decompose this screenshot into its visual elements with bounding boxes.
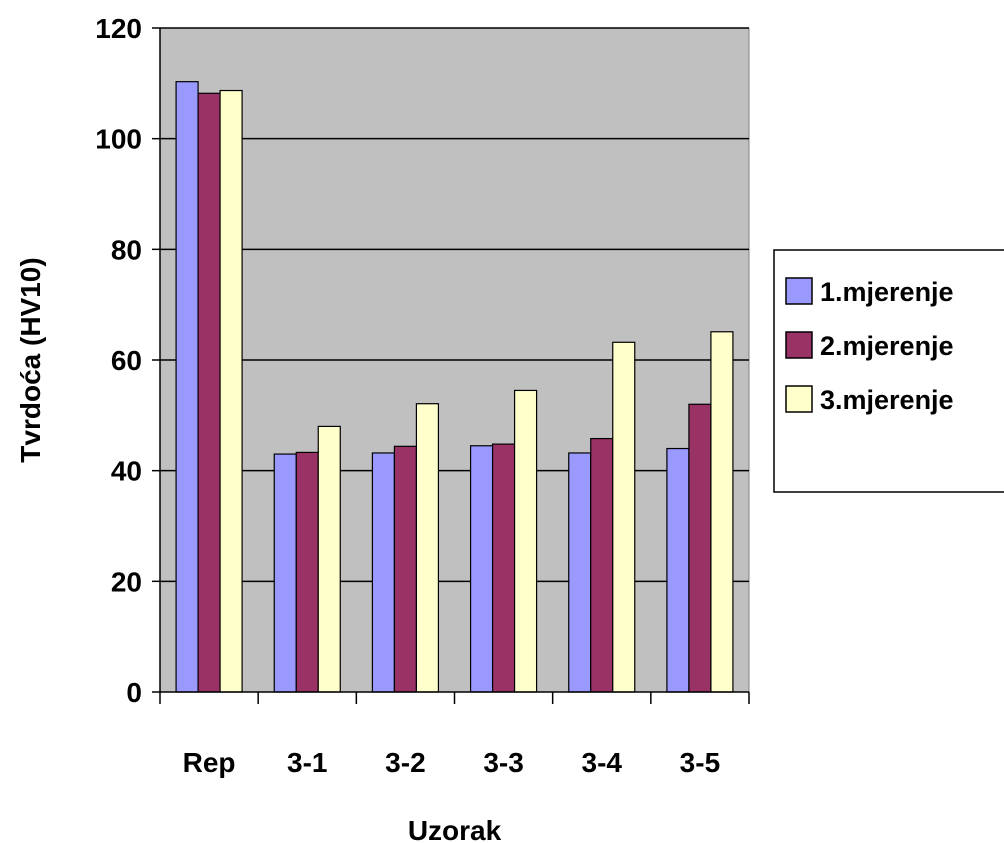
gridlines: [160, 27, 749, 583]
bar-3.mjerenje-Rep: [219, 89, 243, 693]
bar-2.mjerenje-Rep: [197, 92, 221, 693]
x-axis-ticks: Rep 3-1 3-2 3-3 3-4 3-5: [159, 692, 750, 778]
bar-2.mjerenje-3-3: [491, 443, 516, 693]
bar-2.mjerenje-3-5: [688, 403, 712, 693]
legend-swatch: [785, 385, 813, 413]
x-tick-label: 3-5: [680, 747, 720, 778]
x-tick-label: Rep: [183, 747, 236, 778]
x-axis-title: Uzorak: [408, 815, 502, 843]
bar-1.mjerenje-3-3: [469, 445, 494, 693]
legend-swatch: [785, 277, 813, 305]
bar-3.mjerenje-3-5: [710, 331, 734, 693]
bar-1.mjerenje-Rep: [175, 81, 199, 693]
legend: 1.mjerenje 2.mjerenje 3.mjerenje: [773, 249, 1004, 493]
y-tick-label: 60: [111, 345, 142, 376]
bars: [175, 81, 734, 693]
bar-3.mjerenje-3-3: [513, 389, 538, 693]
legend-box: [773, 249, 1004, 493]
bar-1.mjerenje-3-2: [371, 452, 396, 693]
bar-3.mjerenje-3-1: [317, 425, 341, 693]
y-tick-label: 120: [95, 13, 142, 44]
legend-label: 1.mjerenje: [820, 277, 954, 307]
legend-label: 3.mjerenje: [820, 385, 954, 415]
bar-2.mjerenje-3-4: [590, 437, 614, 693]
y-axis-title: Tvrdoća (HV10): [15, 257, 46, 462]
y-tick-label: 80: [111, 234, 142, 265]
bar-2.mjerenje-3-1: [295, 451, 319, 693]
bar-1.mjerenje-3-5: [666, 447, 690, 693]
x-tick-label: 3-1: [287, 747, 327, 778]
bar-2.mjerenje-3-2: [393, 445, 418, 693]
x-tick-label: 3-3: [483, 747, 523, 778]
y-tick-label: 100: [95, 124, 142, 155]
y-tick-label: 40: [111, 456, 142, 487]
bar-3.mjerenje-3-4: [612, 341, 636, 693]
x-tick-label: 3-4: [582, 747, 623, 778]
bar-3.mjerenje-3-2: [415, 403, 440, 693]
y-tick-label: 0: [126, 677, 142, 708]
legend-label: 2.mjerenje: [820, 331, 954, 361]
bar-1.mjerenje-3-4: [568, 452, 592, 693]
x-tick-label: 3-2: [385, 747, 425, 778]
bar-1.mjerenje-3-1: [273, 453, 297, 693]
y-tick-label: 20: [111, 566, 142, 597]
legend-swatch: [785, 331, 813, 359]
y-axis-ticks: 0 20 40 60 80 100 120: [95, 13, 160, 708]
